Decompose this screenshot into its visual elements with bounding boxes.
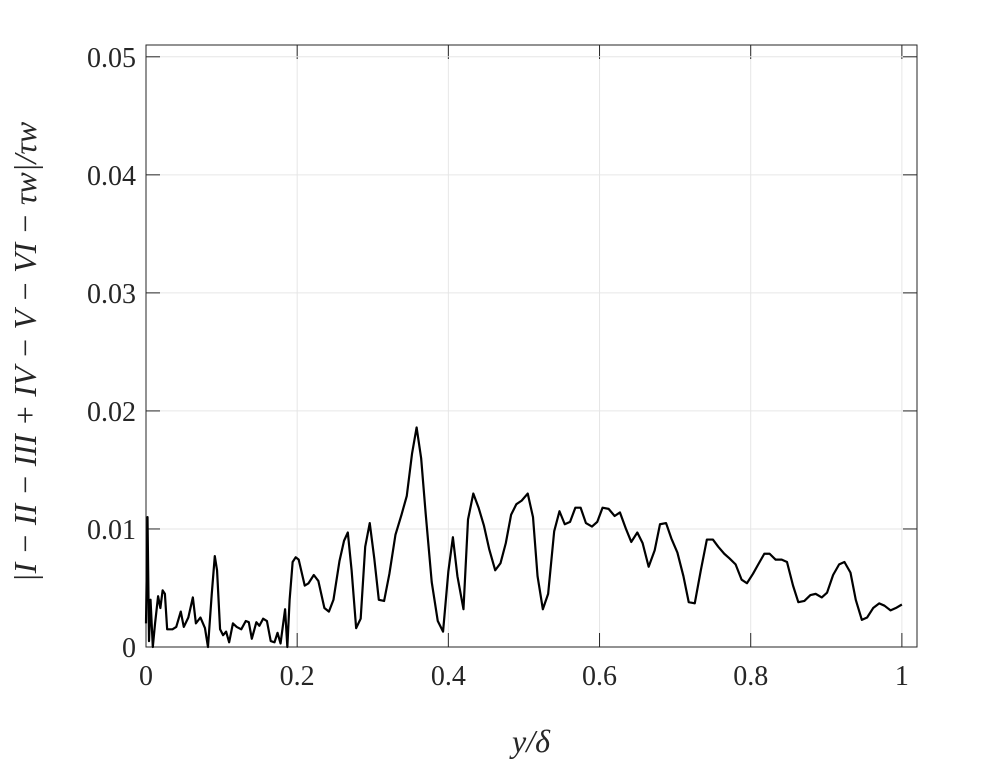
y-tick-label: 0.04 bbox=[87, 161, 136, 192]
plot-frame bbox=[145, 44, 918, 648]
x-axis-label: y/δ bbox=[509, 723, 551, 759]
x-tick-label: 0.6 bbox=[582, 661, 617, 692]
y-axis-label: |I − II − III + IV − V − VI − τw|/τw bbox=[7, 121, 43, 582]
y-tick-label: 0.01 bbox=[87, 515, 136, 546]
y-tick-label: 0.05 bbox=[87, 43, 136, 74]
y-tick-label: 0.03 bbox=[87, 279, 136, 310]
y-tick-label: 0 bbox=[122, 633, 136, 664]
x-tick-label: 0.8 bbox=[733, 661, 768, 692]
data-line bbox=[144, 426, 903, 649]
x-tick-label: 0.4 bbox=[431, 661, 466, 692]
y-tick-label: 0.02 bbox=[87, 397, 136, 428]
x-tick-label: 0.2 bbox=[280, 661, 315, 692]
x-tick-label: 0 bbox=[139, 661, 153, 692]
x-tick-label: 1 bbox=[895, 661, 909, 692]
